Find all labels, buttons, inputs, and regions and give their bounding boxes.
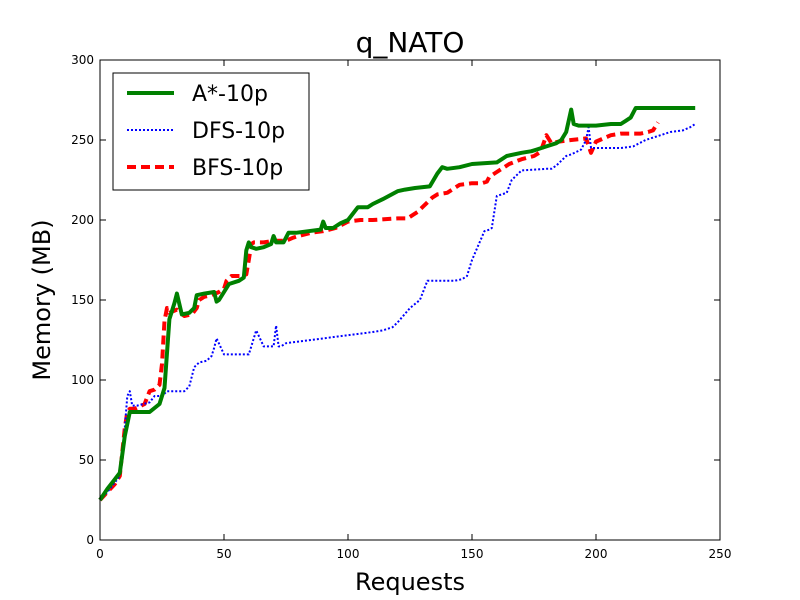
chart-title: q_NATO: [356, 26, 465, 59]
x-tick-label: 100: [337, 547, 360, 561]
x-axis-label: Requests: [355, 568, 465, 596]
series-line-3: [98, 121, 660, 502]
x-tick-label: 250: [709, 547, 732, 561]
y-tick-label: 100: [71, 373, 94, 387]
x-tick-label: 150: [461, 547, 484, 561]
series-line-2: [99, 123, 696, 501]
legend: A*-10p DFS-10p BFS-10p: [112, 72, 310, 191]
legend-label-3: BFS-10p: [192, 156, 283, 181]
series-layer: [98, 106, 696, 502]
x-tick-label: 50: [216, 547, 231, 561]
x-tick-label: 0: [96, 547, 104, 561]
series-line-1: [98, 106, 696, 502]
ticks-layer: 0 50 100 150 200 250 0 50 100 150 200 250 300: [71, 53, 731, 561]
legend-label-2: DFS-10p: [192, 119, 285, 144]
legend-label-1: A*-10p: [192, 82, 268, 107]
y-tick-label: 0: [86, 533, 94, 547]
x-tick-label: 200: [585, 547, 608, 561]
y-axis-label: Memory (MB): [28, 219, 56, 380]
y-tick-label: 250: [71, 133, 94, 147]
y-tick-label: 300: [71, 53, 94, 67]
y-tick-label: 200: [71, 213, 94, 227]
y-tick-label: 50: [79, 453, 94, 467]
y-tick-label: 150: [71, 293, 94, 307]
